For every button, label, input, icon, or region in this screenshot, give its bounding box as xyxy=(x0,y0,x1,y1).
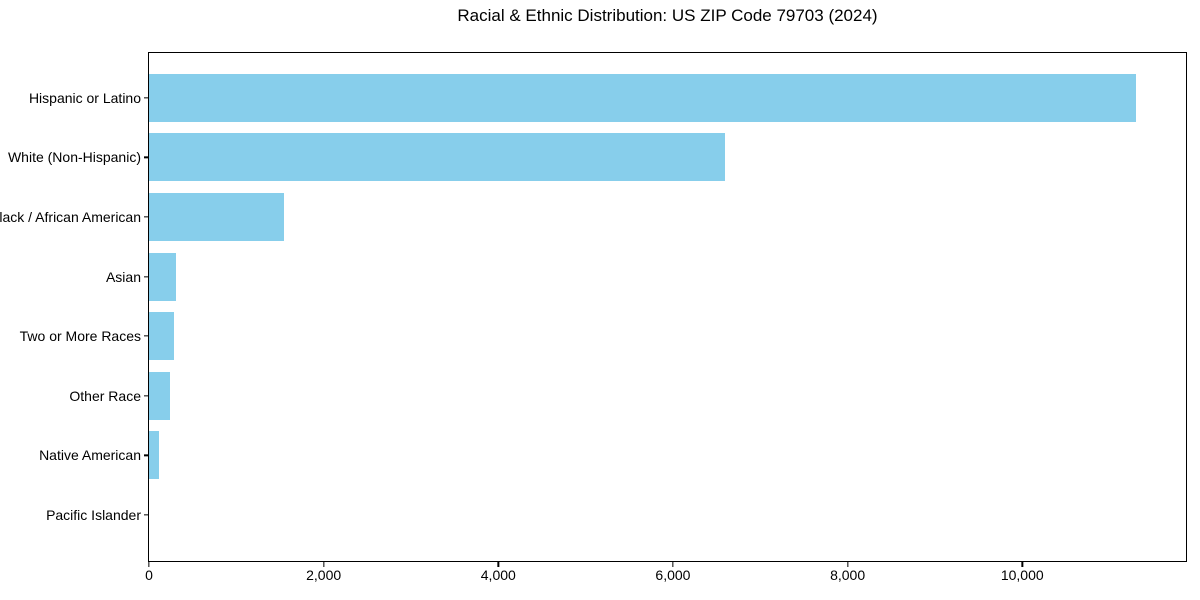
x-tick-label: 10,000 xyxy=(1000,567,1044,583)
bar xyxy=(149,371,170,420)
x-tick-label: 8,000 xyxy=(830,567,866,583)
bar-row: Asian xyxy=(106,247,1186,307)
y-axis-tick-mark xyxy=(143,156,148,159)
x-axis-tick-mark xyxy=(148,562,150,567)
bar-row: Two or More Races xyxy=(20,306,1186,366)
bar xyxy=(149,312,175,361)
x-axis-tick-mark xyxy=(1021,562,1023,567)
y-axis-tick-mark xyxy=(143,216,148,218)
x-axis-tick-mark xyxy=(672,562,674,567)
y-axis-tick-mark xyxy=(143,97,148,99)
bar-row: Other Race xyxy=(69,366,1186,426)
x-axis-tick-mark xyxy=(846,562,849,567)
y-tick-label: Asian xyxy=(105,268,141,285)
x-axis-tick-mark xyxy=(497,562,499,567)
y-tick-label: Black / African American xyxy=(0,208,141,225)
x-tick-label: 2,000 xyxy=(306,567,342,583)
y-tick-label: Pacific Islander xyxy=(46,506,141,523)
y-axis-tick-mark xyxy=(143,275,148,278)
y-tick-label: White (Non-Hispanic) xyxy=(7,149,141,166)
x-tick-label: 6,000 xyxy=(655,567,691,583)
bar-row: Black / African American xyxy=(0,187,1186,247)
bar-rows-container: Hispanic or Latino White (Non-Hispanic) Bl… xyxy=(0,53,1186,545)
bar xyxy=(149,73,1136,122)
y-axis-tick-mark xyxy=(143,335,148,337)
bar xyxy=(149,431,160,480)
chart-title: Racial & Ethnic Distribution: US ZIP Cod… xyxy=(457,6,878,25)
x-tick-label: 0 xyxy=(145,567,153,583)
bar xyxy=(149,133,726,182)
y-tick-label: Two or More Races xyxy=(19,328,141,345)
bar-row: White (Non-Hispanic) xyxy=(8,128,1186,188)
y-tick-label: Hispanic or Latino xyxy=(28,89,141,106)
x-axis-tick-mark xyxy=(322,562,325,567)
bar-row: Native American xyxy=(39,426,1186,486)
y-axis-tick-mark xyxy=(143,395,148,397)
bar xyxy=(149,252,177,301)
bar-row: Pacific Islander xyxy=(46,485,1186,545)
plot-area: Hispanic or Latino White (Non-Hispanic) Bl… xyxy=(0,52,1187,583)
y-axis-tick-mark xyxy=(143,514,148,516)
y-axis-tick-mark xyxy=(143,454,148,457)
bar-row: Hispanic or Latino xyxy=(29,68,1186,128)
bar xyxy=(149,192,285,241)
y-tick-label: Native American xyxy=(39,447,141,464)
y-tick-label: Other Race xyxy=(69,387,141,404)
x-tick-label: 4,000 xyxy=(480,567,516,583)
